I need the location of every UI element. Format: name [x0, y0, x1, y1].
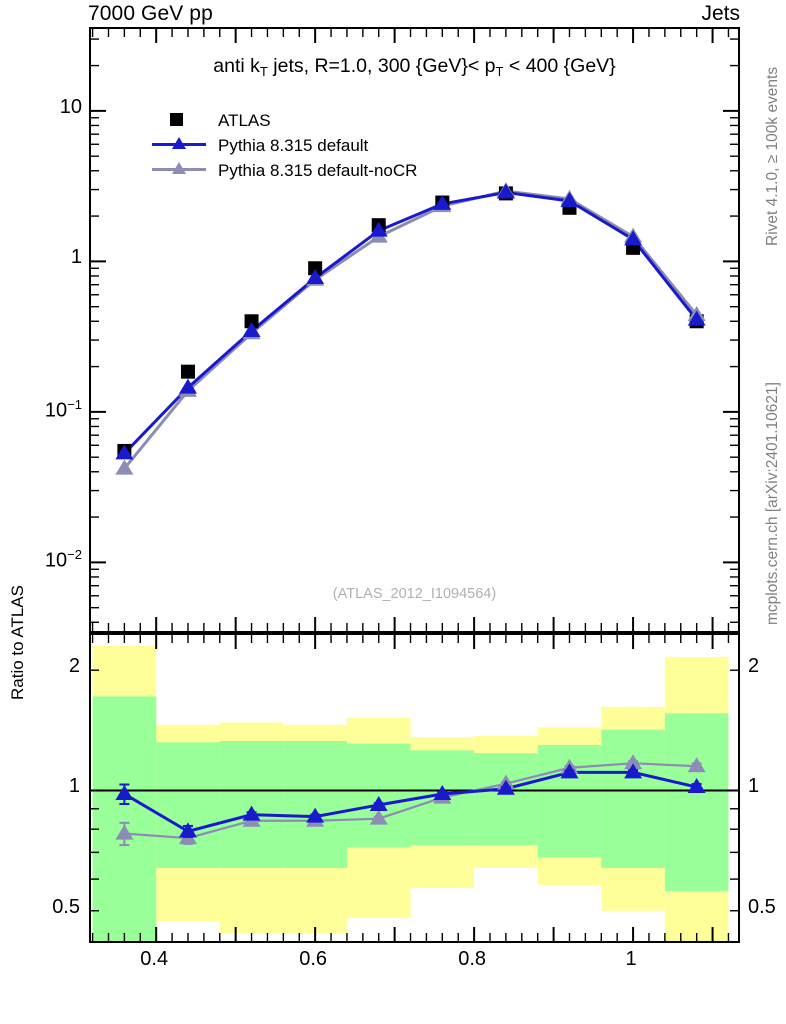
ratio-point-pythia-8-315-default — [369, 795, 388, 811]
plot-title-sub-pt: T — [495, 64, 504, 79]
band-inner-segment — [283, 740, 347, 868]
ratio-point-pythia-8-315-default — [560, 763, 579, 779]
main-plot-panel — [89, 27, 740, 633]
square-marker-icon — [170, 113, 183, 126]
ratio-point-pythia-8-315-default — [115, 784, 134, 800]
band-inner-segment — [601, 729, 665, 868]
ratio-point-pythia-8-315-default — [433, 784, 452, 800]
ratio-point-pythia-8-315-default — [496, 779, 515, 795]
data-point-pythia-8-315-default — [369, 221, 388, 237]
data-point-atlas — [180, 364, 195, 379]
plot-title-pre: anti k — [213, 55, 260, 77]
plot-title-sub-kt: T — [259, 64, 268, 79]
legend-item-pythia-nocr[interactable]: Pythia 8.315 default-noCR — [148, 156, 478, 181]
triangle-marker-icon — [172, 162, 186, 174]
plot-title-post: < 400 {GeV} — [503, 55, 616, 77]
data-point-pythia-8-315-default-nocr — [115, 459, 134, 475]
legend-label: Pythia 8.315 default-noCR — [218, 161, 418, 180]
band-inner-segment — [156, 742, 220, 868]
data-point-pythia-8-315-default — [178, 378, 197, 394]
ratio-plot-panel — [89, 633, 740, 943]
analysis-category-label: Jets — [701, 2, 740, 25]
data-point-atlas — [244, 314, 259, 329]
ratio-y-tick-label: 2 — [68, 655, 80, 678]
x-tick-label: 0.4 — [140, 948, 169, 970]
ratio-y-tick-label-right: 2 — [748, 655, 760, 678]
data-point-pythia-8-315-default — [433, 194, 452, 210]
ratio-point-pythia-8-315-default-nocr — [687, 757, 706, 773]
band-inner-segment — [219, 740, 284, 868]
data-point-pythia-8-315-default — [624, 230, 643, 246]
legend-item-pythia-default[interactable]: Pythia 8.315 default — [148, 131, 478, 156]
ratio-y-tick-label: 1 — [68, 775, 80, 798]
y-tick-label: 10 — [59, 95, 82, 118]
legend: ATLAS Pythia 8.315 default Pythia 8.315 … — [148, 106, 478, 181]
ratio-line-pythia-8-315-default-nocr — [124, 762, 697, 840]
y-tick-label: 1 — [70, 246, 82, 269]
ratio-point-pythia-8-315-default-nocr — [624, 754, 643, 770]
ratio-y-tick-label: 0.5 — [52, 895, 80, 918]
main-plot-canvas — [91, 29, 738, 631]
mcplots-source-label: mcplots.cern.ch [arXiv:2401.10621] — [764, 382, 781, 625]
x-tick-label: 0.6 — [299, 948, 328, 970]
band-inner-segment — [92, 696, 157, 941]
data-point-pythia-8-315-default — [560, 191, 579, 207]
band-inner-segment — [664, 713, 729, 892]
ratio-point-pythia-8-315-default-nocr — [369, 809, 388, 825]
ratio-plot-canvas — [91, 635, 738, 941]
ratio-point-pythia-8-315-default — [624, 763, 643, 779]
data-point-pythia-8-315-default — [306, 269, 325, 285]
band-inner-segment — [346, 743, 411, 848]
uncertainty-band-group — [92, 645, 729, 941]
analysis-id-watermark: (ATLAS_2012_I1094564) — [332, 586, 497, 602]
ratio-point-pythia-8-315-default — [306, 807, 325, 823]
ratio-point-pythia-8-315-default — [178, 822, 197, 838]
data-point-pythia-8-315-default — [687, 310, 706, 326]
ratio-line-pythia-8-315-default — [123, 770, 698, 833]
plot-title: anti kT jets, R=1.0, 300 {GeV}< pT < 400… — [89, 55, 740, 79]
series-line-pythia-8-315-default — [123, 190, 698, 455]
y-tick-label: 10−1 — [44, 396, 82, 422]
ratio-point-pythia-8-315-default — [242, 805, 261, 821]
plot-title-mid: jets, R=1.0, 300 {GeV}< p — [267, 55, 496, 77]
main-series-group — [115, 182, 706, 475]
legend-item-atlas[interactable]: ATLAS — [148, 106, 478, 131]
ratio-series-group — [115, 754, 706, 847]
ratio-y-tick-label-right: 0.5 — [748, 895, 776, 918]
ratio-point-pythia-8-315-default — [687, 778, 706, 794]
band-inner-segment — [474, 753, 538, 846]
data-point-pythia-8-315-default — [496, 183, 515, 199]
data-point-pythia-8-315-default — [115, 444, 134, 460]
triangle-marker-icon — [172, 137, 186, 149]
series-line-pythia-8-315-default-nocr — [123, 189, 698, 470]
ratio-point-pythia-8-315-default-nocr — [115, 824, 134, 840]
ratio-axis-title: Ratio to ATLAS — [8, 585, 27, 700]
y-tick-label: 10−2 — [44, 547, 82, 573]
data-point-atlas — [308, 261, 323, 276]
legend-label: ATLAS — [218, 111, 271, 130]
legend-label: Pythia 8.315 default — [218, 136, 369, 155]
data-point-pythia-8-315-default — [242, 321, 261, 337]
x-tick-label: 0.8 — [458, 948, 487, 970]
x-tick-label: 1 — [625, 948, 637, 970]
beam-energy-label: 7000 GeV pp — [88, 2, 213, 25]
rivet-version-label: Rivet 4.1.0, ≥ 100k events — [764, 66, 781, 246]
ratio-y-tick-label-right: 1 — [748, 775, 760, 798]
